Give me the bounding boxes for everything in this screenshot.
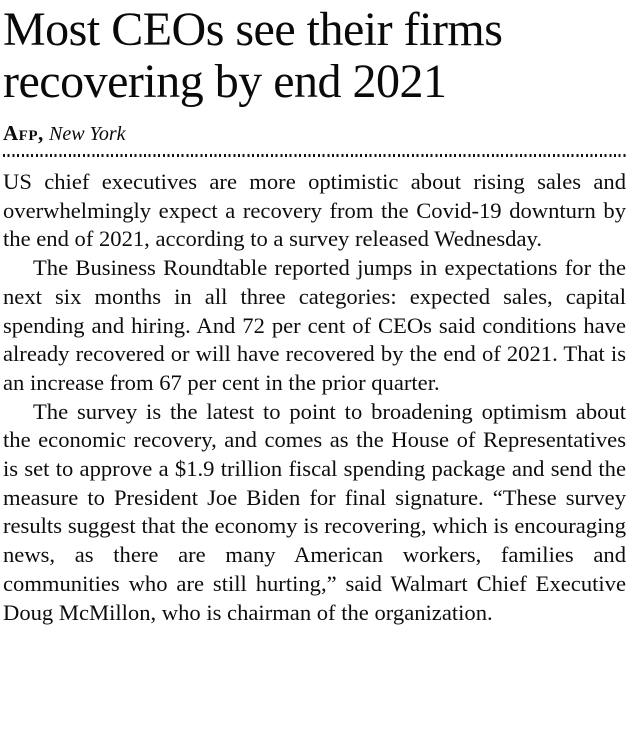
dotted-divider <box>3 154 626 157</box>
byline-source: Afp, <box>3 121 44 145</box>
article-paragraph: US chief executives are more optimistic … <box>3 169 626 252</box>
byline-location: New York <box>49 123 126 145</box>
article-headline: Most CEOs see their firms recovering by … <box>3 3 503 108</box>
article-paragraph: The survey is the latest to point to bro… <box>3 398 626 625</box>
article-body: US chief executives are more optimistic … <box>3 168 626 627</box>
byline: Afp, New York <box>3 122 626 145</box>
news-article: Most CEOs see their firms recovering by … <box>3 4 626 627</box>
article-paragraph: The Business Roundtable reported jumps i… <box>3 255 626 395</box>
